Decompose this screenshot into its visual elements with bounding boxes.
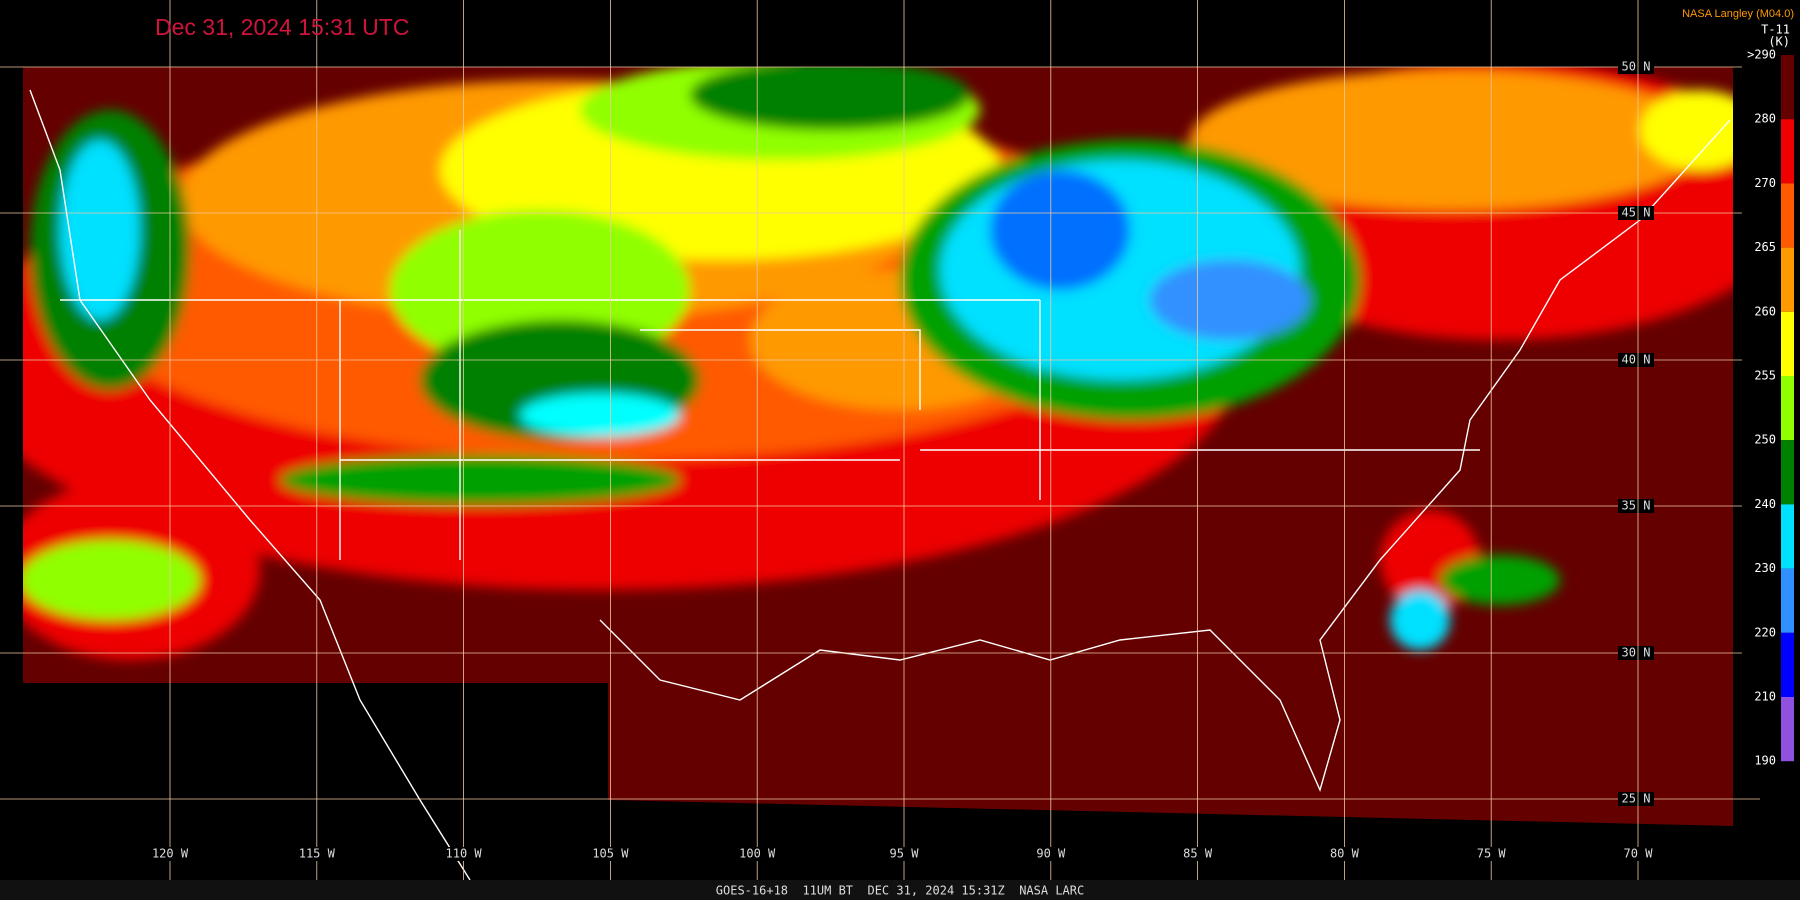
longitude-label: 120 W <box>152 847 189 861</box>
colorbar-label: 220 <box>1754 625 1776 639</box>
longitude-label-bg <box>1173 847 1222 861</box>
latitude-label-bg <box>1618 353 1654 367</box>
longitude-label-bg <box>1026 847 1075 861</box>
colorbar-segment <box>1781 119 1794 184</box>
colorbar: >290 280 270 265 260 255 250 240 230 220 210 190 <box>1742 48 1800 784</box>
longitude-label: 85 W <box>1183 847 1213 861</box>
colorbar-segment <box>1781 311 1794 376</box>
colorbar-title: T-11 <box>1761 23 1790 37</box>
colorbar-segment <box>1781 568 1794 633</box>
latitude-label: 30 N <box>1622 646 1651 660</box>
longitude-label: 80 W <box>1330 847 1360 861</box>
latitude-label: 25 N <box>1622 792 1651 806</box>
longitude-label-bg <box>292 847 341 861</box>
colorbar-label: 250 <box>1754 433 1776 447</box>
latitude-label: 40 N <box>1622 353 1651 367</box>
colorbar-label: >290 <box>1747 48 1776 62</box>
colorbar-segment <box>1781 504 1794 569</box>
colorbar-segment <box>1781 632 1794 697</box>
longitude-label: 70 W <box>1624 847 1654 861</box>
latitude-label: 45 N <box>1622 206 1651 220</box>
latitude-label-bg <box>1618 499 1654 513</box>
colorbar-label: 230 <box>1754 561 1776 575</box>
graticule: 50 N 45 N 40 N 35 N 30 N 25 N 120 W 115 W 110 W 1… <box>0 0 1760 880</box>
colorbar-label: 280 <box>1754 112 1776 126</box>
latitude-label: 50 N <box>1622 60 1651 74</box>
colorbar-label: 255 <box>1754 369 1776 383</box>
footer-bar <box>0 880 1800 900</box>
longitude-label: 95 W <box>890 847 920 861</box>
longitude-label: 100 W <box>739 847 776 861</box>
longitude-label: 105 W <box>592 847 629 861</box>
longitude-label-bg <box>439 847 488 861</box>
latitude-label: 35 N <box>1622 499 1651 513</box>
colorbar-segment <box>1781 183 1794 248</box>
footer: GOES-16+18 11UM BT DEC 31, 2024 15:31Z N… <box>716 884 1084 898</box>
colorbar-label: 240 <box>1754 497 1776 511</box>
longitude-label-bg <box>146 847 194 861</box>
longitude-label-bg <box>1320 847 1369 861</box>
colorbar-segment <box>1781 440 1794 505</box>
longitude-label-bg <box>1614 847 1662 861</box>
latitude-label-bg <box>1618 792 1654 806</box>
longitude-label-bg <box>733 847 782 861</box>
latitude-label-bg <box>1618 646 1654 660</box>
colorbar-label: 190 <box>1754 754 1776 768</box>
longitude-label: 75 W <box>1477 847 1507 861</box>
colorbar-label: 270 <box>1754 176 1776 190</box>
timestamp: Dec 31, 2024 15:31 UTC <box>155 14 409 40</box>
colorbar-label: 260 <box>1754 304 1776 318</box>
longitude-label-bg <box>1467 847 1516 861</box>
longitude-label-bg <box>586 847 635 861</box>
colorbar-segment <box>1781 55 1794 120</box>
longitude-label: 90 W <box>1036 847 1066 861</box>
colorbar-label: 265 <box>1754 240 1776 254</box>
longitude-label: 110 W <box>446 847 483 861</box>
longitude-label: 115 W <box>299 847 336 861</box>
longitude-label-bg <box>880 847 928 861</box>
colorbar-unit: (K) <box>1768 35 1790 49</box>
credit: NASA Langley (M04.0) <box>1682 8 1794 20</box>
colorbar-label: 210 <box>1754 690 1776 704</box>
colorbar-segment <box>1781 376 1794 441</box>
latitude-label-bg <box>1618 206 1654 220</box>
colorbar-segment <box>1781 697 1794 762</box>
colorbar-segment <box>1781 247 1794 312</box>
latitude-label-bg <box>1618 60 1654 74</box>
